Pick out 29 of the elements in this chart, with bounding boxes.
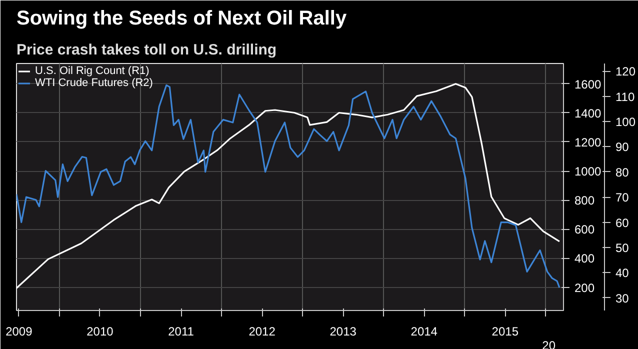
y-tick-label: 1200: [574, 135, 602, 150]
y-tick-label: 1000: [574, 164, 602, 179]
x-tick-label: 2010: [86, 324, 114, 338]
x-tick-label: 2009: [6, 324, 33, 338]
y2-tick-label: 110: [616, 90, 635, 104]
chart-subtitle: Price crash takes toll on U.S. drilling: [16, 42, 277, 58]
y-tick-label: 800: [574, 194, 595, 208]
y2-tick-label: 100: [616, 114, 636, 129]
y2-tick-label: 50: [616, 240, 630, 255]
y2-tick-label: 40: [616, 266, 630, 280]
x-tick-label: 2012: [248, 324, 276, 338]
y-tick-label: 200: [574, 280, 595, 295]
x-tick-label: 2015: [492, 324, 519, 338]
y2-tick-label: 80: [616, 165, 630, 180]
legend-label: WTI Crude Futures (R2): [35, 77, 153, 89]
y2-tick-label: 70: [616, 190, 630, 205]
y2-tick-label: 60: [616, 216, 630, 230]
y-tick-label: 400: [574, 252, 595, 266]
y-tick-label: 1400: [574, 106, 602, 120]
chart-title: Sowing the Seeds of Next Oil Rally: [16, 8, 348, 30]
x-tick-label: 2011: [168, 324, 194, 338]
x-tick-label: 2014: [410, 324, 438, 338]
y-tick-label: 1600: [574, 77, 602, 92]
x-tick-label: 2013: [330, 324, 357, 338]
y2-tick-label: 120: [616, 64, 636, 79]
legend-label: U.S. Oil Rig Count (R1): [35, 65, 150, 77]
y2-tick-label: 30: [616, 291, 630, 306]
y2-tick-label: 90: [616, 140, 630, 154]
y-tick-label: 600: [574, 222, 595, 237]
